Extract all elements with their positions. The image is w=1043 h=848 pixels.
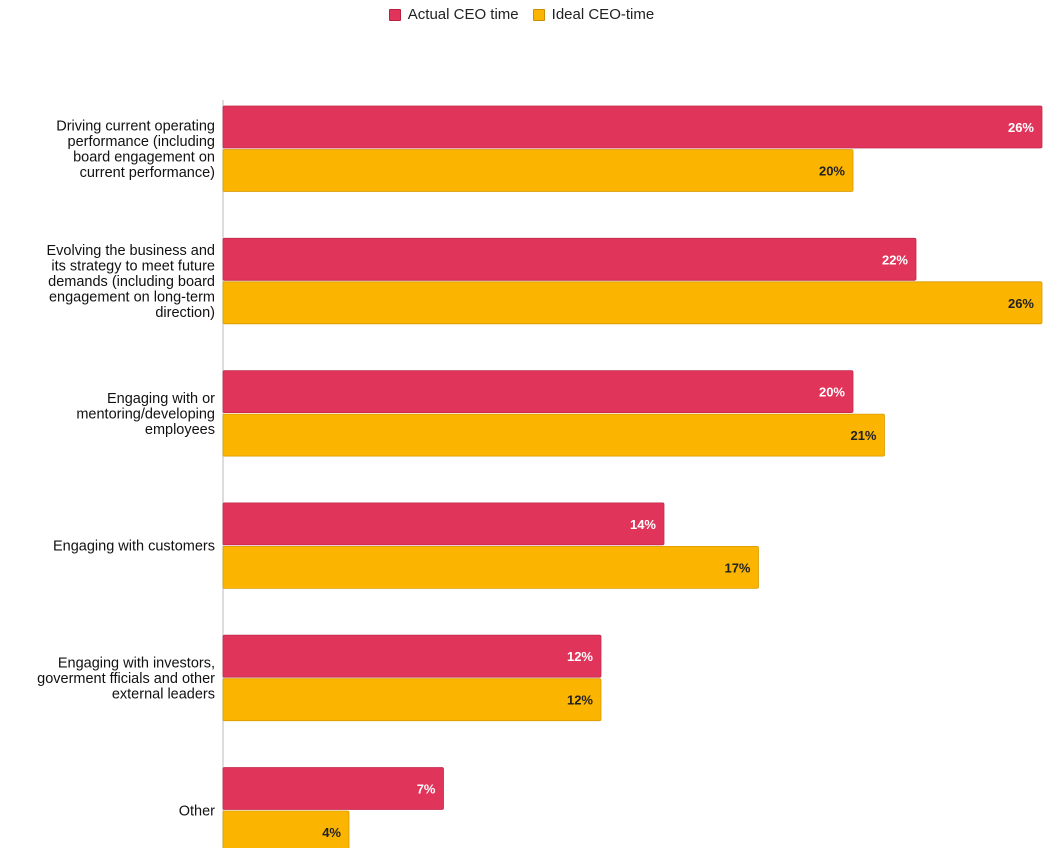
data-label: 12% <box>567 693 593 708</box>
bar <box>222 678 602 722</box>
legend: Actual CEO time Ideal CEO-time <box>0 6 1043 23</box>
data-label: 17% <box>724 560 750 575</box>
legend-swatch <box>388 8 401 21</box>
data-label: 14% <box>630 517 656 532</box>
legend-label: Actual CEO time <box>407 6 519 23</box>
bar <box>222 237 917 281</box>
bar <box>222 502 665 546</box>
legend-swatch <box>532 8 545 21</box>
bar <box>222 767 444 810</box>
data-label: 21% <box>850 428 876 443</box>
data-label: 12% <box>567 649 593 664</box>
category-label: Other <box>179 803 215 819</box>
data-label: 26% <box>1008 296 1034 311</box>
data-label: 20% <box>819 385 845 400</box>
data-label: 4% <box>322 825 341 840</box>
bar <box>222 281 1043 325</box>
legend-label: Ideal CEO-time <box>551 6 655 23</box>
data-label: 22% <box>882 252 908 267</box>
category-label: Evolving the business and its strategy to… <box>47 243 215 321</box>
category-label: Engaging with investors, goverment fficia… <box>37 655 215 702</box>
bar <box>222 149 854 192</box>
category-label: Driving current operating performance (in… <box>56 119 215 182</box>
legend-item: Actual CEO time <box>388 6 519 23</box>
category-label: Engaging with or mentoring/developing empl… <box>76 391 215 438</box>
data-label: 26% <box>1008 120 1034 135</box>
bar <box>222 810 350 848</box>
data-label: 20% <box>819 164 845 179</box>
category-label: Engaging with customers <box>53 539 215 555</box>
data-label: 7% <box>417 782 436 797</box>
bar <box>222 105 1043 149</box>
legend-item: Ideal CEO-time <box>532 6 655 23</box>
bar <box>222 634 602 678</box>
bar <box>222 413 885 457</box>
bar <box>222 370 854 414</box>
bar <box>222 546 759 589</box>
